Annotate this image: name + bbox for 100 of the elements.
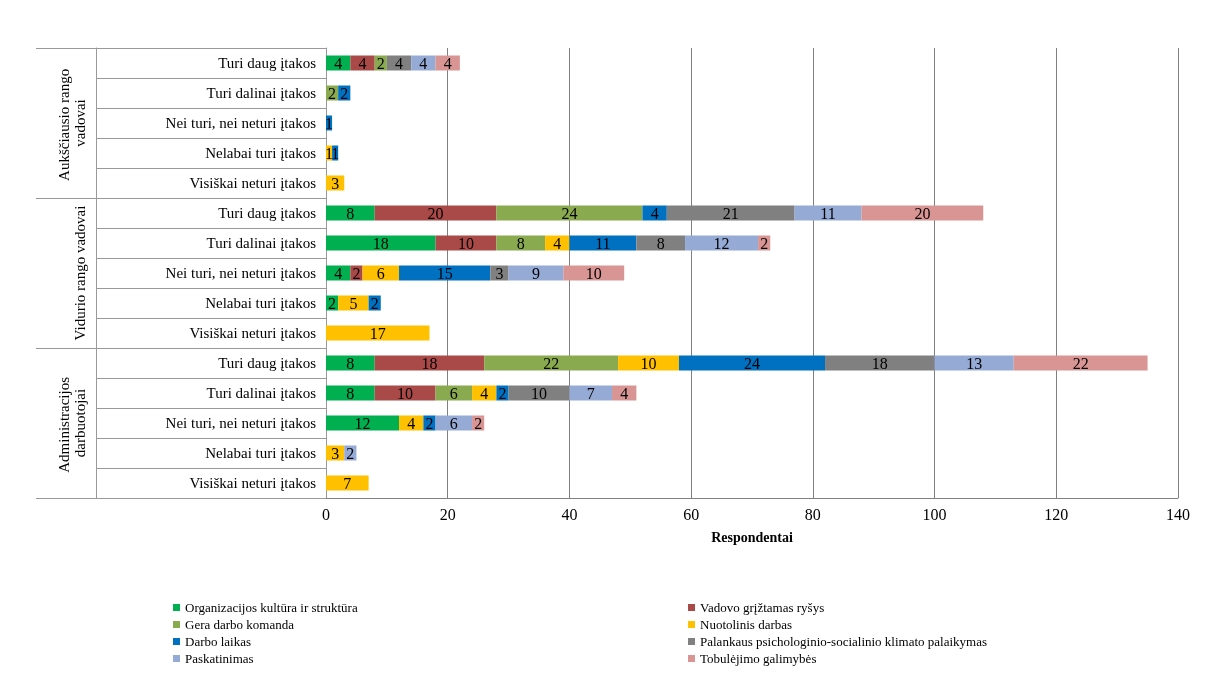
bar [1013, 355, 1148, 371]
data-label: 8 [656, 234, 665, 252]
bar [861, 205, 984, 221]
bar [569, 385, 613, 401]
y-tick-label: Nelabai turi įtakos [205, 145, 317, 161]
x-axis-title: Respondentai [711, 529, 793, 545]
y-tick-label: Nei turi, nei neturi įtakos [165, 115, 317, 131]
data-label: 5 [349, 294, 358, 312]
data-label: 10 [640, 354, 657, 372]
data-label: 4 [334, 54, 343, 72]
bar [508, 265, 564, 281]
data-label: 3 [331, 174, 340, 192]
data-label: 4 [553, 234, 562, 252]
legend-label: Darbo laikas [185, 634, 252, 649]
data-label: 8 [346, 354, 355, 372]
text: Aukščiausio rango vadovai [56, 65, 88, 181]
data-label: 2 [760, 234, 769, 252]
data-label: 6 [449, 384, 458, 402]
legend-label: Nuotolinis darbas [700, 617, 793, 632]
bar [374, 355, 485, 371]
x-tick-label: 120 [1044, 505, 1069, 523]
data-label: 1 [331, 144, 340, 162]
data-label: 1 [325, 144, 334, 162]
data-label: 4 [650, 204, 659, 222]
bar [326, 235, 436, 251]
bar [636, 235, 686, 251]
data-label: 4 [358, 54, 367, 72]
y-tick-label: Nei turi, nei neturi įtakos [165, 265, 317, 281]
data-label: 22 [1072, 354, 1089, 372]
data-label: 4 [407, 414, 416, 432]
y-tick-label: Nelabai turi įtakos [205, 295, 317, 311]
bar [374, 205, 497, 221]
bar [374, 385, 436, 401]
data-label: 10 [397, 384, 414, 402]
bar [678, 355, 826, 371]
data-label: 4 [480, 384, 489, 402]
data-label: 8 [346, 384, 355, 402]
bar [326, 325, 430, 341]
legend-label: Tobulėjimo galimybės [700, 651, 817, 666]
data-label: 2 [498, 384, 507, 402]
data-label: 6 [449, 414, 458, 432]
y-tick-label: Turi daug įtakos [218, 205, 317, 221]
data-label: 21 [722, 204, 739, 222]
data-label: 10 [531, 384, 547, 402]
bar [496, 235, 546, 251]
y-tick-label: Turi daug įtakos [218, 355, 317, 371]
data-label: 2 [346, 444, 355, 462]
data-label: 11 [820, 204, 836, 222]
data-label: 2 [352, 264, 361, 282]
data-label: 18 [871, 354, 888, 372]
legend-label: Gera darbo komanda [185, 617, 295, 632]
data-label: 24 [561, 204, 578, 222]
data-label: 6 [376, 264, 385, 282]
bar [685, 235, 759, 251]
data-label: 15 [436, 264, 453, 282]
y-tick-label: Visiškai neturi įtakos [189, 175, 317, 191]
bar [326, 475, 369, 491]
data-label: 8 [346, 204, 355, 222]
y-tick-label: Visiškai neturi įtakos [189, 325, 317, 341]
text: Vidurio rango vadovai [72, 205, 88, 341]
y-tick-label: Nelabai turi įtakos [205, 445, 317, 461]
bar [569, 235, 637, 251]
bar [794, 205, 862, 221]
data-label: 18 [372, 234, 389, 252]
data-label: 2 [474, 414, 483, 432]
y-tick-label: Turi dalinai įtakos [206, 85, 317, 101]
data-label: 2 [328, 294, 337, 312]
x-tick-label: 0 [322, 505, 330, 523]
x-tick-label: 80 [804, 505, 821, 523]
data-label: 4 [620, 384, 629, 402]
data-label: 4 [395, 54, 404, 72]
data-label: 2 [370, 294, 379, 312]
x-tick-label: 100 [922, 505, 947, 523]
bar [326, 385, 375, 401]
text: Administracijos darbuotojai [56, 373, 88, 473]
x-tick-label: 60 [683, 505, 700, 523]
bar [496, 205, 643, 221]
data-label: 12 [713, 234, 730, 252]
bar [934, 355, 1014, 371]
data-label: 24 [744, 354, 760, 372]
data-label: 2 [425, 414, 434, 432]
bar [618, 355, 679, 371]
y-tick-label: Turi daug įtakos [218, 55, 317, 71]
bar [411, 55, 436, 71]
data-label: 12 [354, 414, 371, 432]
y-tick-label: Turi dalinai įtakos [206, 385, 317, 401]
data-label: 18 [421, 354, 438, 372]
data-label: 22 [543, 354, 560, 372]
data-label: 9 [531, 264, 540, 282]
data-label: 20 [914, 204, 931, 222]
x-tick-label: 40 [561, 505, 578, 523]
bar [399, 265, 491, 281]
data-label: 1 [325, 114, 334, 132]
data-label: 13 [966, 354, 983, 372]
data-label: 10 [457, 234, 474, 252]
bar [326, 415, 400, 431]
data-label: 4 [419, 54, 428, 72]
legend-label: Organizacijos kultūra ir struktūra [185, 600, 358, 615]
x-tick-label: 140 [1166, 505, 1190, 523]
data-label: 4 [334, 264, 343, 282]
